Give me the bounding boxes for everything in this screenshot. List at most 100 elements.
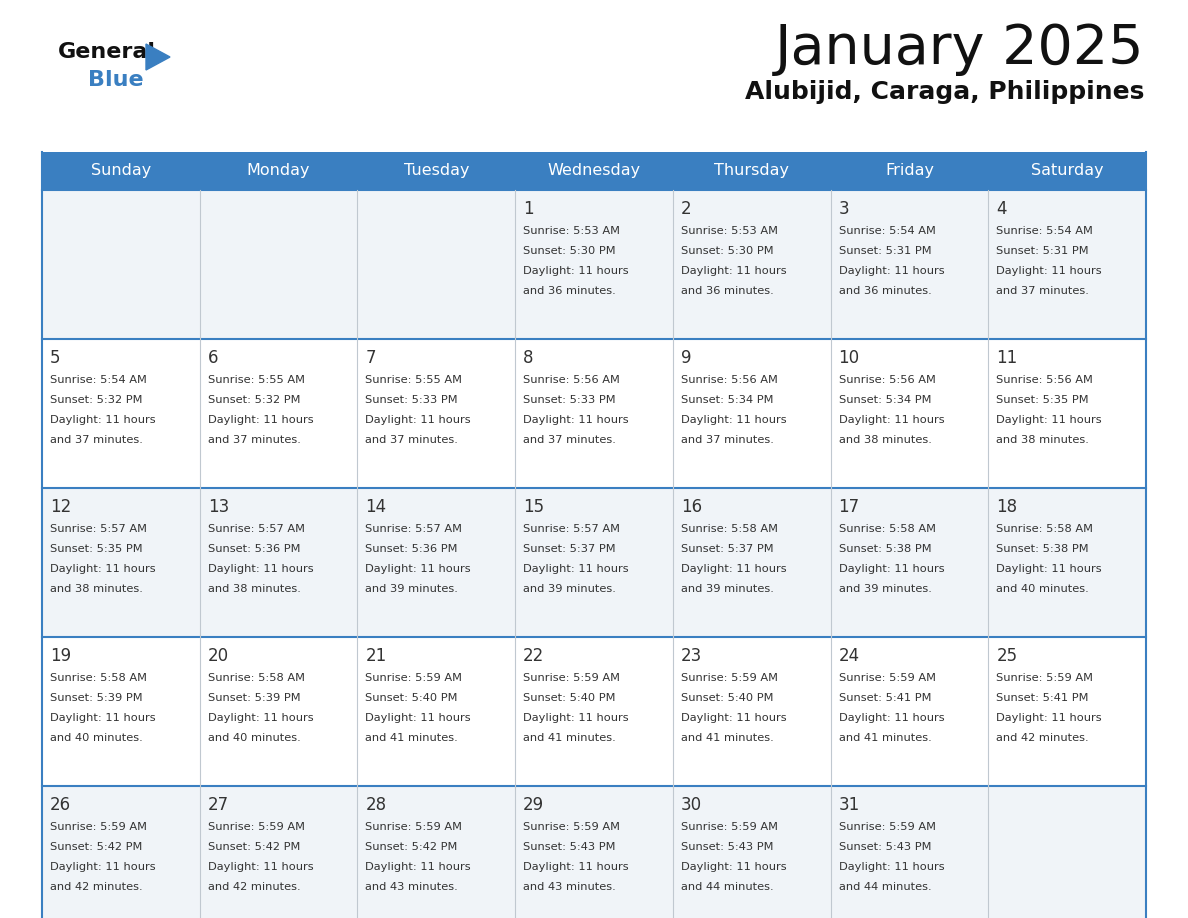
Text: 1: 1	[523, 200, 533, 218]
Text: 6: 6	[208, 349, 219, 367]
Text: Blue: Blue	[88, 70, 144, 90]
Text: and 38 minutes.: and 38 minutes.	[997, 435, 1089, 445]
Text: 31: 31	[839, 796, 860, 814]
Text: General: General	[58, 42, 156, 62]
Text: Sunset: 5:38 PM: Sunset: 5:38 PM	[839, 544, 931, 554]
Text: 5: 5	[50, 349, 61, 367]
Text: Sunset: 5:41 PM: Sunset: 5:41 PM	[839, 693, 931, 703]
Text: and 37 minutes.: and 37 minutes.	[208, 435, 301, 445]
Text: Daylight: 11 hours: Daylight: 11 hours	[50, 564, 156, 574]
Text: Sunrise: 5:54 AM: Sunrise: 5:54 AM	[839, 226, 935, 236]
Text: Daylight: 11 hours: Daylight: 11 hours	[366, 415, 472, 425]
Text: Sunset: 5:37 PM: Sunset: 5:37 PM	[523, 544, 615, 554]
Text: and 37 minutes.: and 37 minutes.	[50, 435, 143, 445]
Text: and 36 minutes.: and 36 minutes.	[523, 286, 615, 296]
Text: Daylight: 11 hours: Daylight: 11 hours	[366, 862, 472, 872]
Text: Saturday: Saturday	[1031, 163, 1104, 178]
Text: 29: 29	[523, 796, 544, 814]
Text: Sunset: 5:32 PM: Sunset: 5:32 PM	[208, 395, 301, 405]
Text: Sunrise: 5:56 AM: Sunrise: 5:56 AM	[839, 375, 935, 385]
Text: 25: 25	[997, 647, 1017, 665]
Text: Sunrise: 5:53 AM: Sunrise: 5:53 AM	[523, 226, 620, 236]
Text: 23: 23	[681, 647, 702, 665]
Text: and 41 minutes.: and 41 minutes.	[523, 733, 615, 743]
Text: and 41 minutes.: and 41 minutes.	[681, 733, 773, 743]
Text: 7: 7	[366, 349, 375, 367]
Text: Daylight: 11 hours: Daylight: 11 hours	[681, 266, 786, 276]
Text: 18: 18	[997, 498, 1017, 516]
Bar	[42, 190, 1146, 339]
Text: Daylight: 11 hours: Daylight: 11 hours	[681, 862, 786, 872]
Text: Daylight: 11 hours: Daylight: 11 hours	[50, 862, 156, 872]
Text: Sunrise: 5:59 AM: Sunrise: 5:59 AM	[50, 822, 147, 832]
Text: Sunset: 5:39 PM: Sunset: 5:39 PM	[208, 693, 301, 703]
Text: Alubijid, Caraga, Philippines: Alubijid, Caraga, Philippines	[745, 80, 1144, 104]
Text: Sunrise: 5:54 AM: Sunrise: 5:54 AM	[997, 226, 1093, 236]
Text: Daylight: 11 hours: Daylight: 11 hours	[523, 266, 628, 276]
Text: Sunset: 5:33 PM: Sunset: 5:33 PM	[523, 395, 615, 405]
Text: and 36 minutes.: and 36 minutes.	[839, 286, 931, 296]
Text: Daylight: 11 hours: Daylight: 11 hours	[366, 713, 472, 723]
Text: Sunset: 5:43 PM: Sunset: 5:43 PM	[681, 842, 773, 852]
Text: Daylight: 11 hours: Daylight: 11 hours	[681, 564, 786, 574]
Text: Sunrise: 5:59 AM: Sunrise: 5:59 AM	[997, 673, 1093, 683]
Text: Sunrise: 5:57 AM: Sunrise: 5:57 AM	[523, 524, 620, 534]
Text: 10: 10	[839, 349, 860, 367]
Text: and 40 minutes.: and 40 minutes.	[997, 584, 1089, 594]
Text: Daylight: 11 hours: Daylight: 11 hours	[523, 862, 628, 872]
Text: Sunrise: 5:55 AM: Sunrise: 5:55 AM	[366, 375, 462, 385]
Text: Sunrise: 5:54 AM: Sunrise: 5:54 AM	[50, 375, 147, 385]
Text: Sunset: 5:31 PM: Sunset: 5:31 PM	[839, 246, 931, 256]
Text: Sunrise: 5:57 AM: Sunrise: 5:57 AM	[208, 524, 304, 534]
Text: and 36 minutes.: and 36 minutes.	[681, 286, 773, 296]
Text: 11: 11	[997, 349, 1018, 367]
Text: Daylight: 11 hours: Daylight: 11 hours	[839, 564, 944, 574]
Text: Sunset: 5:39 PM: Sunset: 5:39 PM	[50, 693, 143, 703]
Text: Sunset: 5:34 PM: Sunset: 5:34 PM	[681, 395, 773, 405]
Text: Daylight: 11 hours: Daylight: 11 hours	[50, 415, 156, 425]
Text: 28: 28	[366, 796, 386, 814]
Text: 14: 14	[366, 498, 386, 516]
Text: and 37 minutes.: and 37 minutes.	[681, 435, 773, 445]
Text: Tuesday: Tuesday	[404, 163, 469, 178]
Text: Sunrise: 5:58 AM: Sunrise: 5:58 AM	[208, 673, 304, 683]
Text: Daylight: 11 hours: Daylight: 11 hours	[681, 713, 786, 723]
Text: Daylight: 11 hours: Daylight: 11 hours	[523, 713, 628, 723]
Text: and 39 minutes.: and 39 minutes.	[366, 584, 459, 594]
Text: Daylight: 11 hours: Daylight: 11 hours	[681, 415, 786, 425]
Text: Sunset: 5:42 PM: Sunset: 5:42 PM	[208, 842, 301, 852]
Text: Thursday: Thursday	[714, 163, 789, 178]
Text: 4: 4	[997, 200, 1006, 218]
Text: Sunset: 5:30 PM: Sunset: 5:30 PM	[681, 246, 773, 256]
Text: Sunset: 5:35 PM: Sunset: 5:35 PM	[50, 544, 143, 554]
Text: Sunset: 5:33 PM: Sunset: 5:33 PM	[366, 395, 459, 405]
Text: Sunrise: 5:59 AM: Sunrise: 5:59 AM	[208, 822, 304, 832]
Text: and 39 minutes.: and 39 minutes.	[523, 584, 617, 594]
Text: Daylight: 11 hours: Daylight: 11 hours	[839, 713, 944, 723]
Text: Sunrise: 5:59 AM: Sunrise: 5:59 AM	[366, 822, 462, 832]
Text: 3: 3	[839, 200, 849, 218]
Text: Sunset: 5:41 PM: Sunset: 5:41 PM	[997, 693, 1088, 703]
Text: Sunrise: 5:59 AM: Sunrise: 5:59 AM	[681, 673, 778, 683]
Text: Sunset: 5:42 PM: Sunset: 5:42 PM	[366, 842, 457, 852]
Text: Daylight: 11 hours: Daylight: 11 hours	[366, 564, 472, 574]
Text: Sunset: 5:34 PM: Sunset: 5:34 PM	[839, 395, 931, 405]
Text: 19: 19	[50, 647, 71, 665]
Text: Sunset: 5:37 PM: Sunset: 5:37 PM	[681, 544, 773, 554]
Text: and 37 minutes.: and 37 minutes.	[523, 435, 617, 445]
Text: Sunrise: 5:56 AM: Sunrise: 5:56 AM	[997, 375, 1093, 385]
Text: and 43 minutes.: and 43 minutes.	[523, 882, 615, 892]
Bar	[42, 637, 1146, 786]
Text: 30: 30	[681, 796, 702, 814]
Text: Daylight: 11 hours: Daylight: 11 hours	[839, 862, 944, 872]
Text: and 42 minutes.: and 42 minutes.	[997, 733, 1089, 743]
Text: Daylight: 11 hours: Daylight: 11 hours	[208, 862, 314, 872]
Text: 8: 8	[523, 349, 533, 367]
Text: Sunset: 5:43 PM: Sunset: 5:43 PM	[523, 842, 615, 852]
Text: Sunset: 5:40 PM: Sunset: 5:40 PM	[681, 693, 773, 703]
Text: Sunrise: 5:57 AM: Sunrise: 5:57 AM	[366, 524, 462, 534]
Text: Sunset: 5:40 PM: Sunset: 5:40 PM	[523, 693, 615, 703]
Text: 12: 12	[50, 498, 71, 516]
Text: 2: 2	[681, 200, 691, 218]
Text: Daylight: 11 hours: Daylight: 11 hours	[997, 564, 1102, 574]
